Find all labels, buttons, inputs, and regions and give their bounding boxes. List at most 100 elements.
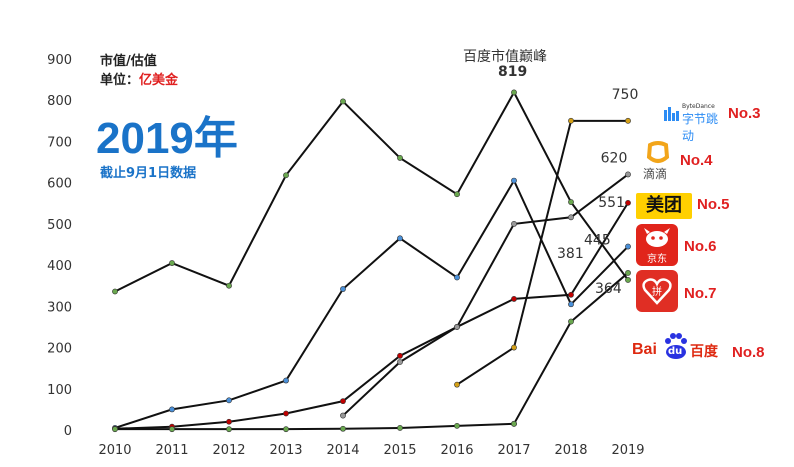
data-label: 551 — [598, 195, 625, 211]
series-line — [114, 202, 629, 430]
x-tick-label: 2010 — [98, 443, 131, 458]
year-title: 2019年 — [96, 114, 238, 163]
data-point — [625, 270, 631, 276]
data-label: 381 — [557, 246, 584, 262]
y-tick-label: 200 — [47, 342, 72, 357]
y-tick-label: 900 — [47, 53, 72, 68]
data-point — [625, 171, 631, 178]
data-point — [454, 191, 460, 198]
pinduoduo-text: 拼 — [652, 287, 662, 298]
data-point — [625, 243, 631, 250]
baidu-paw-icon: du — [662, 332, 688, 360]
data-point — [283, 410, 289, 417]
jd-dog-icon — [644, 228, 670, 247]
x-tick-label: 2014 — [326, 443, 359, 458]
data-point — [511, 344, 517, 351]
baidu-text-bai: Bai — [632, 341, 657, 358]
unit-value: 亿美金 — [139, 73, 179, 88]
data-point — [568, 291, 574, 298]
rank-pinduoduo: No.7 — [684, 285, 717, 302]
baidu-text-du: du — [668, 346, 683, 357]
data-point — [226, 397, 232, 404]
y-tick-label: 300 — [47, 300, 72, 315]
series-line — [114, 178, 629, 429]
data-point — [397, 155, 403, 161]
jd-logo: 京东 — [636, 224, 678, 266]
series-line — [115, 422, 515, 431]
data-point — [397, 235, 403, 242]
data-point — [169, 426, 175, 433]
peak-value: 819 — [498, 64, 528, 80]
data-label: 620 — [601, 150, 628, 166]
data-point — [625, 199, 631, 206]
y-tick-label: 0 — [64, 424, 72, 439]
data-point — [511, 420, 517, 427]
rank-meituan: No.5 — [697, 196, 730, 213]
date-note: 截止9月1日数据 — [100, 166, 197, 181]
data-label: 750 — [612, 87, 639, 103]
baidu-logo: Bai du 百度 — [632, 332, 724, 364]
data-point — [283, 377, 289, 384]
peak-annotation: 百度市值巅峰 — [463, 49, 547, 65]
data-point — [625, 277, 631, 283]
y-tick-label: 700 — [47, 135, 72, 150]
data-point — [568, 117, 574, 124]
data-point — [568, 318, 574, 325]
series-line — [342, 173, 629, 417]
data-point — [340, 412, 346, 419]
bytedance-text: 字节跳动 — [682, 112, 719, 143]
series-line — [456, 119, 628, 386]
data-point — [226, 418, 232, 425]
rank-baidu: No.8 — [732, 344, 765, 361]
series-line — [114, 90, 629, 293]
data-point — [454, 381, 460, 388]
rank-jd: No.6 — [684, 238, 717, 255]
x-tick-label: 2012 — [212, 443, 245, 458]
x-tick-label: 2015 — [383, 443, 416, 458]
x-tick-label: 2013 — [269, 443, 302, 458]
rank-bytedance: No.3 — [728, 105, 761, 122]
data-point — [340, 286, 346, 292]
baidu-text-cn: 百度 — [690, 344, 718, 360]
x-tick-label: 2018 — [554, 443, 587, 458]
data-point — [625, 117, 631, 124]
data-point — [397, 359, 403, 365]
data-point — [568, 301, 574, 308]
data-point — [511, 89, 517, 96]
data-point — [397, 352, 403, 359]
data-point — [397, 425, 403, 431]
metric-label: 市值/估值 — [100, 54, 157, 69]
didi-icon — [646, 141, 670, 163]
didi-text: 滴滴 — [643, 167, 668, 181]
data-point — [511, 177, 517, 184]
rank-didi: No.4 — [680, 152, 713, 169]
data-point — [226, 426, 232, 433]
data-point — [169, 260, 175, 266]
y-tick-label: 600 — [47, 177, 72, 192]
y-tick-label: 800 — [47, 94, 72, 109]
data-point — [568, 199, 574, 205]
data-point — [112, 426, 118, 433]
meituan-logo: 美团 — [636, 193, 692, 219]
data-point — [340, 398, 346, 405]
bytedance-sub: ByteDance — [682, 103, 715, 110]
pinduoduo-heart-icon — [642, 278, 672, 305]
unit-label: 单位：亿美金 — [100, 69, 178, 88]
x-tick-label: 2016 — [440, 443, 473, 458]
bytedance-bars-icon — [664, 107, 679, 121]
data-point — [340, 98, 346, 105]
y-tick-label: 400 — [47, 259, 72, 274]
y-tick-label: 100 — [47, 383, 72, 398]
data-point — [226, 282, 232, 289]
data-point — [568, 214, 574, 221]
pinduoduo-logo: 拼 — [636, 270, 678, 312]
data-label: 364 — [595, 281, 622, 297]
unit-prefix: 单位： — [100, 73, 140, 88]
data-point — [454, 422, 460, 429]
data-point — [454, 324, 460, 330]
data-point — [454, 274, 460, 281]
x-tick-label: 2019 — [611, 443, 644, 458]
data-point — [283, 426, 289, 433]
data-point — [511, 220, 517, 227]
